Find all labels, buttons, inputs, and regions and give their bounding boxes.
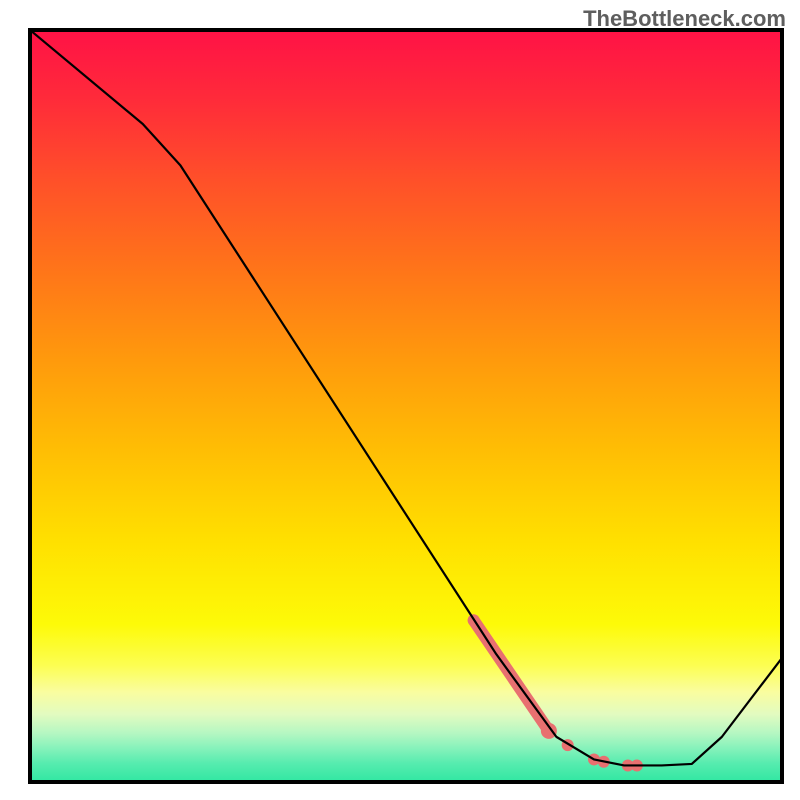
plot-background	[30, 30, 782, 782]
bottleneck-chart: TheBottleneck.com	[0, 0, 800, 800]
chart-svg	[0, 0, 800, 800]
